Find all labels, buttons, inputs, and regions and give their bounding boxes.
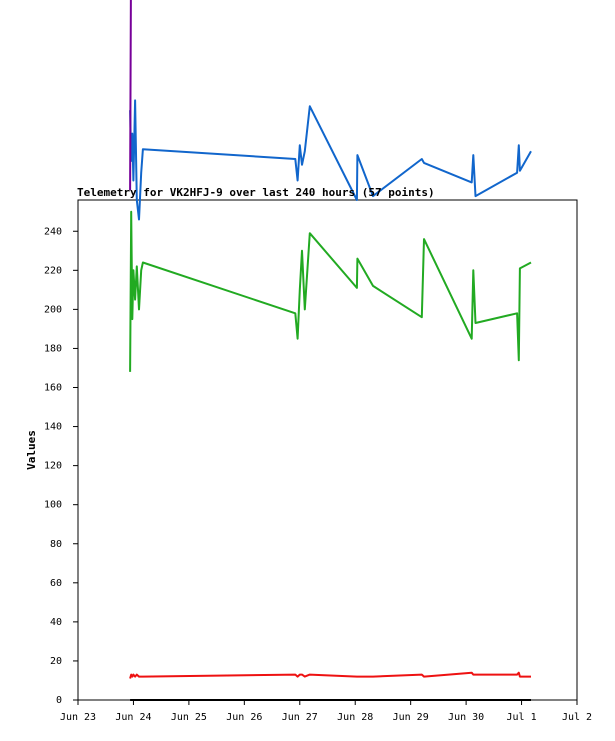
y-tick-label: 200 [44,304,62,315]
y-tick-label: 80 [50,539,62,550]
y-axis-label: Values [25,430,38,470]
series-line [129,0,132,191]
y-tick-label: 60 [50,578,62,589]
plot-area [78,200,577,700]
y-tick-label: 220 [44,265,62,276]
x-tick-label: Jun 30 [448,712,484,723]
series-line [129,99,532,221]
y-tick-label: 140 [44,422,62,433]
x-tick-label: Jul 1 [507,712,537,723]
y-tick-label: 120 [44,461,62,472]
y-tick-label: 240 [44,226,62,237]
x-tick-label: Jun 26 [226,712,262,723]
x-tick-label: Jun 27 [282,712,318,723]
x-tick-label: Jun 23 [60,712,96,723]
series-line [129,671,531,679]
x-tick-label: Jun 29 [393,712,429,723]
x-tick-label: Jun 25 [171,712,207,723]
x-tick-label: Jul 2 [562,712,592,723]
y-tick-label: 160 [44,383,62,394]
x-tick-label: Jun 24 [115,712,151,723]
y-tick-label: 100 [44,500,62,511]
series-line [129,210,532,372]
y-tick-label: 180 [44,343,62,354]
y-tick-label: 20 [50,656,62,667]
x-tick-label: Jun 28 [337,712,373,723]
y-tick-label: 40 [50,617,62,628]
y-tick-label: 0 [56,695,62,706]
chart-title: Telemetry for VK2HFJ-9 over last 240 hou… [77,186,435,199]
